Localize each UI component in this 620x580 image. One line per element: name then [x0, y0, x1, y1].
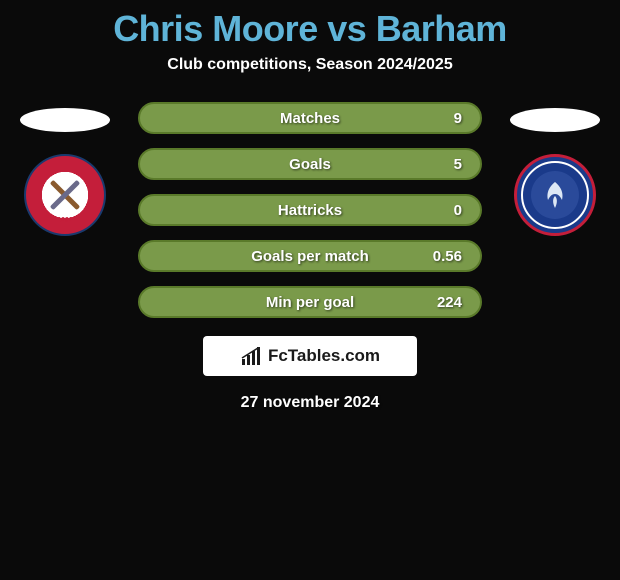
- left-club-badge: 1992: [24, 154, 106, 236]
- right-player-col: [500, 102, 610, 236]
- stat-label: Goals: [289, 156, 331, 173]
- branding-box: FcTables.com: [203, 336, 417, 376]
- badge-year: 1992: [57, 217, 73, 224]
- page-title: Chris Moore vs Barham: [113, 8, 507, 50]
- comparison-infographic: Chris Moore vs Barham Club competitions,…: [0, 0, 620, 412]
- stat-label: Goals per match: [251, 248, 369, 265]
- stat-matches: Matches 9: [138, 102, 482, 134]
- stat-label: Hattricks: [278, 202, 342, 219]
- stat-label: Matches: [280, 110, 340, 127]
- stats-column: Matches 9 Goals 5 Hattricks 0 Goals per …: [130, 102, 490, 318]
- stat-label: Min per goal: [266, 294, 354, 311]
- date-text: 27 november 2024: [241, 394, 380, 412]
- badge-inner: [531, 171, 579, 219]
- left-avatar-placeholder: [20, 108, 110, 132]
- stat-value: 0: [454, 202, 462, 219]
- stat-min-per-goal: Min per goal 224: [138, 286, 482, 318]
- right-avatar-placeholder: [510, 108, 600, 132]
- bar-chart-icon: [240, 345, 262, 367]
- phoenix-icon: [538, 178, 572, 212]
- stat-value: 0.56: [433, 248, 462, 265]
- stat-goals: Goals 5: [138, 148, 482, 180]
- stat-value: 5: [454, 156, 462, 173]
- branding-text: FcTables.com: [268, 346, 380, 366]
- left-player-col: 1992: [10, 102, 120, 236]
- stat-hattricks: Hattricks 0: [138, 194, 482, 226]
- stat-value: 224: [437, 294, 462, 311]
- right-club-badge: [514, 154, 596, 236]
- stat-value: 9: [454, 110, 462, 127]
- subtitle: Club competitions, Season 2024/2025: [167, 56, 452, 74]
- stat-goals-per-match: Goals per match 0.56: [138, 240, 482, 272]
- hammers-icon: [48, 178, 82, 212]
- main-row: 1992 Matches 9 Goals 5 Hattricks 0 Goals…: [0, 102, 620, 318]
